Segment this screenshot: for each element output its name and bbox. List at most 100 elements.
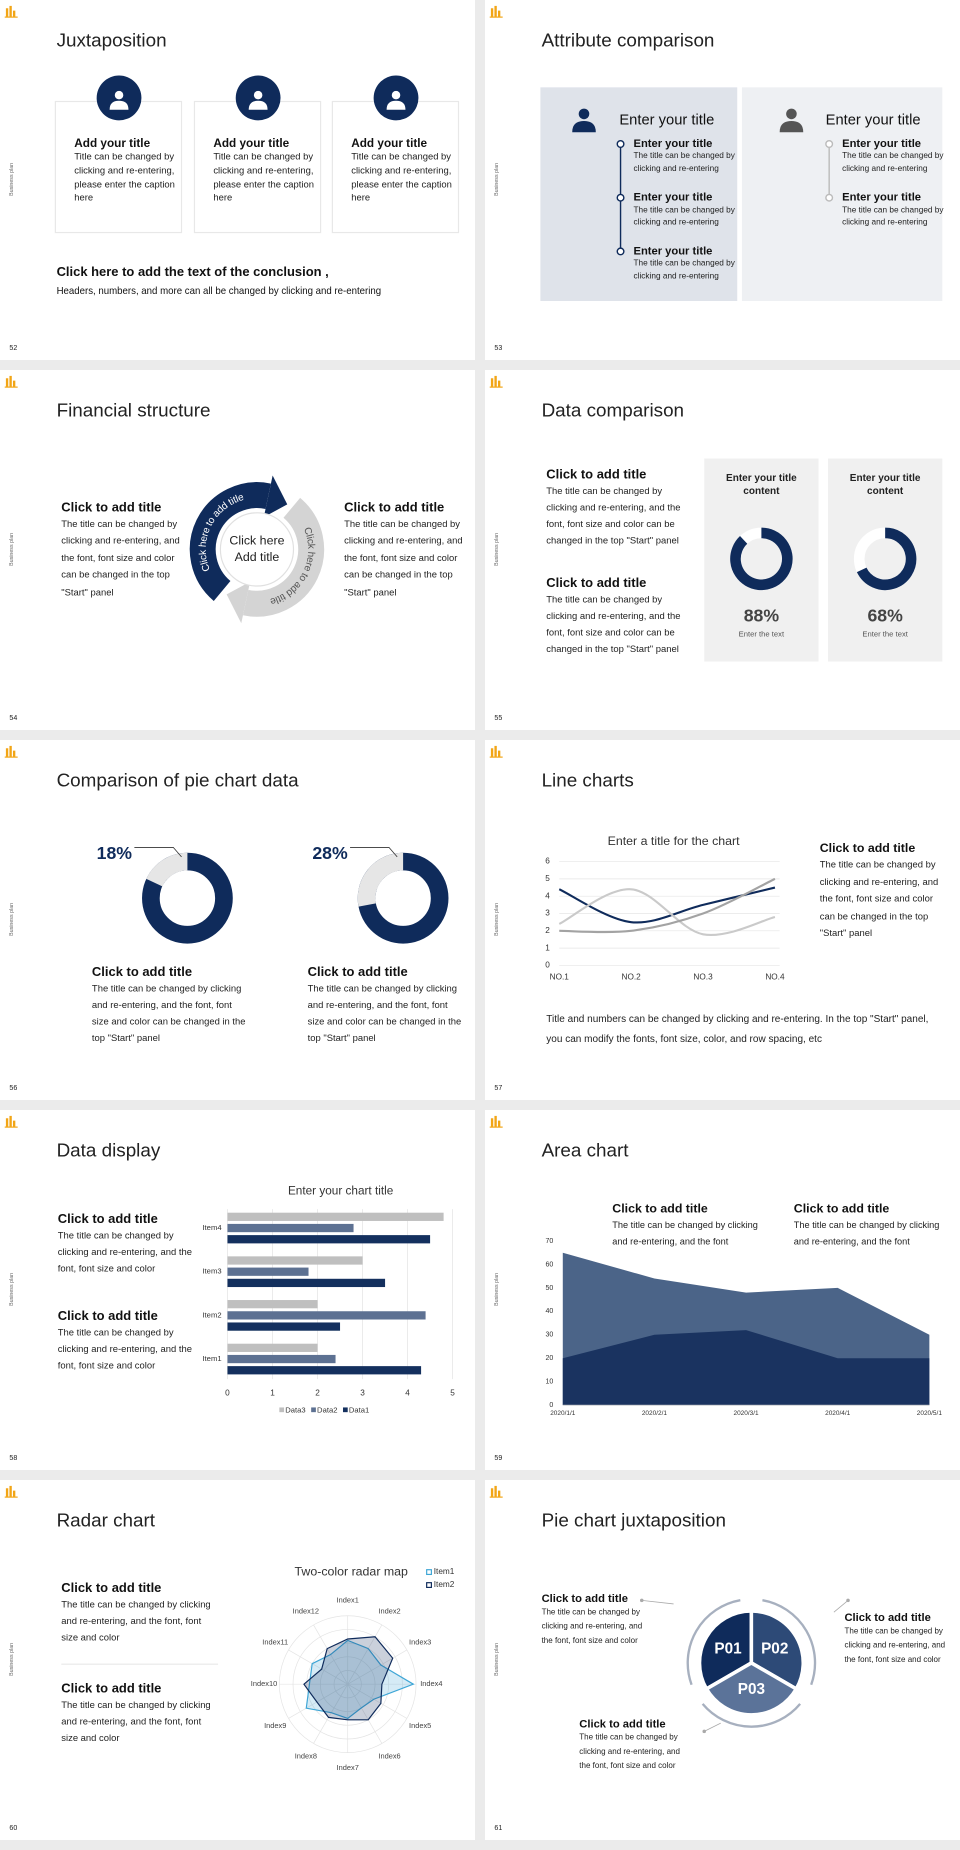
axis-label: Index2 [378, 1607, 400, 1616]
item-title: Enter your title [634, 192, 713, 204]
page-number: 56 [9, 1085, 17, 1092]
text-block: The title can be changed by clicking and… [542, 1609, 643, 1646]
caption: Enter the text [739, 629, 785, 638]
logo [490, 1118, 494, 1127]
bar [227, 1343, 318, 1352]
block-title: Click to add title [612, 1201, 708, 1215]
logo [490, 378, 494, 387]
x-tick-label: NO.1 [550, 972, 570, 981]
block-title: Click to add title [579, 1718, 665, 1730]
panel [741, 87, 943, 301]
y-tick-label: Item4 [202, 1223, 222, 1232]
timeline-dot [825, 193, 834, 202]
logo [4, 756, 18, 758]
paragraph: Enter your title content [726, 471, 797, 496]
timeline-dot [616, 247, 625, 256]
y-tick-label: 4 [545, 891, 550, 900]
paragraph: Click here Add title [229, 534, 285, 565]
slide-title: Data comparison [542, 399, 684, 420]
paragraph: The title can be changed by clicking and… [546, 594, 681, 655]
pie-sector [704, 1660, 799, 1717]
line-series [559, 877, 776, 934]
y-tick-label: 5 [545, 874, 550, 883]
side-label: Business plan [494, 533, 500, 566]
text-block: The title can be changed by clicking and… [793, 1219, 940, 1247]
radar-spoke [347, 1649, 408, 1685]
block-title: Click to add title [61, 1680, 161, 1695]
logo [494, 1115, 497, 1127]
logo [5, 1118, 9, 1127]
person-body [248, 100, 268, 110]
donut-value [357, 852, 404, 907]
paragraph: Title and numbers can be changed by clic… [546, 1012, 929, 1045]
text-block: The title can be changed by clicking and… [61, 519, 179, 598]
logo [9, 375, 12, 387]
block-title: Click to add title [58, 1211, 158, 1226]
radar-spoke [347, 1684, 383, 1744]
arrow-arc [189, 482, 271, 601]
person-head [786, 108, 797, 120]
paragraph: Title can be changed by clicking and re-… [351, 151, 452, 204]
slide-title: Pie chart juxtaposition [542, 1509, 726, 1530]
text-block: The title can be changed by clicking and… [61, 1700, 210, 1744]
text-block: Title and numbers can be changed by clic… [546, 1012, 929, 1045]
y-tick-label: 70 [546, 1238, 554, 1245]
donut-value [146, 852, 188, 887]
radar-series [303, 1636, 394, 1721]
timeline-dot [616, 139, 625, 149]
conclusion: Click here to add the text of the conclu… [57, 264, 329, 279]
x-tick-label: 4 [405, 1388, 410, 1397]
text-block: The title can be changed by clicking and… [92, 983, 246, 1043]
text-block: Title can be changed by clicking and re-… [351, 151, 452, 204]
paragraph: The title can be changed by clicking and… [546, 485, 681, 546]
logo [4, 386, 18, 388]
logo [12, 1120, 16, 1127]
logo [9, 745, 12, 757]
value-label: 88% [744, 605, 780, 625]
paragraph: The title can be changed by clicking and… [842, 205, 944, 227]
text-block: The title can be changed by clicking and… [819, 859, 939, 939]
logo [12, 10, 16, 17]
x-tick-label: NO.3 [693, 972, 713, 981]
y-tick-label: 3 [545, 909, 550, 918]
donut-value [856, 527, 917, 591]
axis-label: Index1 [337, 1595, 359, 1604]
block-title: Click to add title [308, 964, 408, 979]
paragraph: The title can be changed by clicking and… [633, 152, 735, 173]
legend-label: Data1 [349, 1405, 369, 1414]
value-label: 18% [97, 843, 133, 863]
legend-swatch [426, 1582, 432, 1588]
y-tick-label: 20 [546, 1355, 554, 1362]
block-title: Click to add title [61, 1580, 161, 1595]
block-title: Click to add title [61, 500, 161, 515]
side-label: Business plan [9, 1273, 15, 1306]
center-circle [219, 512, 295, 587]
page-number: 59 [494, 1455, 502, 1462]
slide: Business plan 54 Financial structure Click … [0, 370, 475, 730]
person-body [572, 120, 596, 133]
paragraph: The title can be changed by clicking and… [793, 1219, 940, 1247]
logo [4, 1126, 18, 1128]
legend-swatch [311, 1407, 316, 1413]
block-title: Click to add title [794, 1201, 890, 1215]
slide: Business plan 59 Area chart 0 10 20 30 40 50 60 70… [485, 1110, 960, 1470]
connector [641, 1599, 674, 1605]
slide-background [0, 1110, 475, 1470]
radar-spoke [288, 1683, 348, 1719]
x-tick-label: NO.4 [765, 972, 785, 981]
bar [227, 1256, 363, 1265]
text-block: The title can be changed by clicking and… [58, 1327, 192, 1371]
paragraph: The title can be changed by clicking and… [819, 859, 939, 939]
logo [5, 8, 9, 17]
logo [12, 380, 16, 387]
slide: Business plan 56 Comparison of pie chart d… [0, 740, 475, 1100]
logo [9, 1115, 12, 1127]
item-title: Enter your title [842, 192, 921, 204]
legend-label: Data3 [285, 1405, 305, 1414]
person-body [109, 100, 129, 110]
axis-label: Index7 [337, 1763, 359, 1772]
axis-label: Index4 [420, 1679, 442, 1688]
side-label: Business plan [9, 533, 15, 566]
y-tick-label: Item2 [202, 1310, 221, 1319]
axis-label: Index10 [251, 1679, 277, 1688]
